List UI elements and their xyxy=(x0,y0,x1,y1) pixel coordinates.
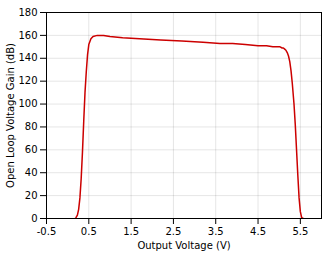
svg-text:0.5: 0.5 xyxy=(81,226,97,237)
svg-text:60: 60 xyxy=(25,144,38,155)
svg-text:-0.5: -0.5 xyxy=(37,226,57,237)
svg-text:1.5: 1.5 xyxy=(123,226,139,237)
svg-text:120: 120 xyxy=(18,75,37,86)
svg-text:40: 40 xyxy=(25,167,38,178)
svg-text:Output Voltage (V): Output Voltage (V) xyxy=(137,240,230,251)
svg-text:100: 100 xyxy=(18,98,37,109)
svg-text:160: 160 xyxy=(18,30,37,41)
svg-text:140: 140 xyxy=(18,52,37,63)
svg-text:5.5: 5.5 xyxy=(292,226,308,237)
svg-text:Open Loop Voltage Gain (dB): Open Loop Voltage Gain (dB) xyxy=(5,43,16,188)
svg-text:20: 20 xyxy=(25,190,38,201)
svg-text:180: 180 xyxy=(18,7,37,18)
svg-text:0: 0 xyxy=(31,213,37,224)
svg-text:3.5: 3.5 xyxy=(208,226,224,237)
svg-text:4.5: 4.5 xyxy=(250,226,266,237)
svg-text:2.5: 2.5 xyxy=(165,226,181,237)
svg-text:80: 80 xyxy=(25,121,38,132)
